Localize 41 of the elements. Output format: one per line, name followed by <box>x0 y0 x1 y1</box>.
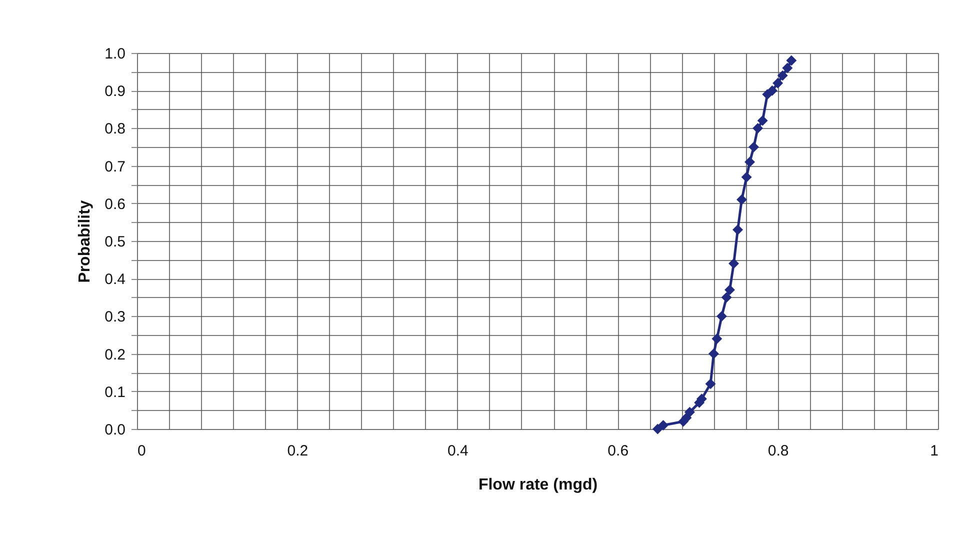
y-tick-label: 0.4 <box>104 271 126 288</box>
y-tick-label: 1.0 <box>104 46 126 62</box>
point <box>724 284 735 296</box>
y-tick-label: 0.6 <box>104 196 126 213</box>
x-tick-label: 1 <box>930 442 938 460</box>
y-tick-label: 0.8 <box>104 120 126 138</box>
point <box>728 258 739 269</box>
x-tick-label: 0.8 <box>768 442 789 460</box>
point <box>772 78 784 88</box>
point <box>684 406 695 418</box>
point <box>708 348 719 360</box>
y-tick-label: 0.7 <box>104 158 126 176</box>
point <box>786 55 797 66</box>
point <box>777 70 788 81</box>
y-tick-label: 0.2 <box>104 346 126 364</box>
point <box>705 378 716 390</box>
point <box>748 142 760 152</box>
point <box>782 62 793 74</box>
point <box>716 310 727 322</box>
point <box>652 424 663 434</box>
point <box>752 122 764 134</box>
y-axis-title: Probability <box>76 200 94 283</box>
y-tick-label: 0.1 <box>104 384 126 401</box>
point <box>757 115 768 126</box>
x-tick-label: 0.6 <box>608 442 629 460</box>
point <box>721 292 732 303</box>
point <box>732 224 743 235</box>
y-tick-label: 0.9 <box>104 83 126 100</box>
x-tick-label: 0.2 <box>287 442 308 460</box>
point <box>744 156 756 168</box>
point <box>712 334 722 344</box>
x-tick-label: 0 <box>138 442 146 460</box>
point <box>658 420 668 430</box>
point <box>741 172 752 182</box>
y-tick-label: 0.0 <box>104 422 126 438</box>
x-tick-label: 0.4 <box>447 442 468 460</box>
point <box>736 194 747 205</box>
y-tick-label: 0.3 <box>104 308 126 326</box>
point <box>766 85 778 96</box>
y-tick-label: 0.5 <box>104 234 126 250</box>
x-axis-title: Flow rate (mgd) <box>478 476 598 494</box>
